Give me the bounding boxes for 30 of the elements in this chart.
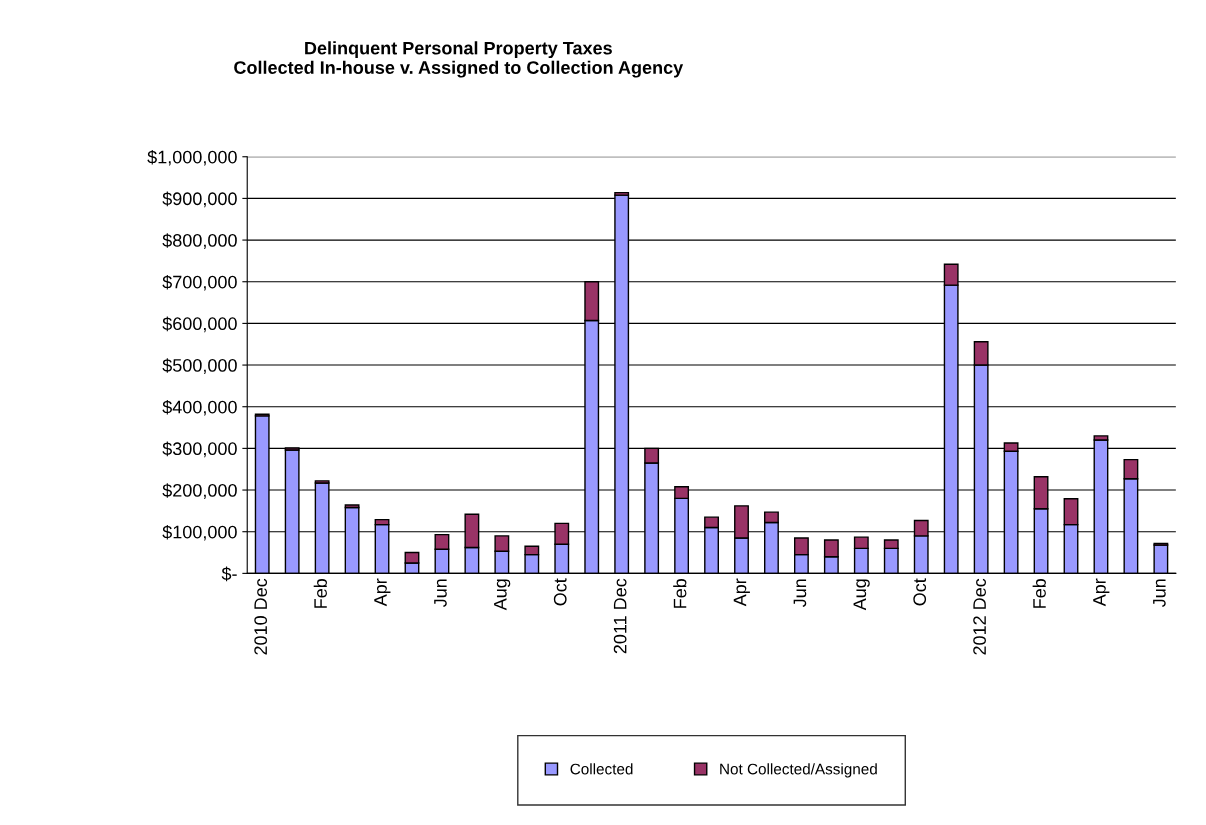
chart-title: Delinquent Personal Property Taxes Collected In-house v. Assigned to Collection Agency [234,41,684,78]
y-tick-label: $500,000 [162,358,237,374]
x-tick-label: Apr [374,578,391,607]
x-tick-label: Feb [1032,578,1046,608]
x-tick-label: 2012 Dec [973,578,986,655]
x-tick-label: Apr [733,578,750,607]
x-tick-label: Aug [853,579,870,611]
x-tick-label: 2010 Dec [254,578,268,655]
y-tick-label: $1,000,000 [147,149,237,166]
x-tick-label: Oct [913,578,927,606]
x-tick-label: Oct [553,578,567,606]
y-tick-label: $900,000 [162,191,237,208]
y-tick-label: $700,000 [162,274,237,291]
x-tick-label: 2011 Dec [613,578,627,654]
y-tick-label: $- [221,566,237,582]
y-tick-label: $600,000 [162,316,237,333]
y-tick-label: $800,000 [162,233,237,249]
x-tick-label: Apr [1093,578,1110,607]
y-tick-label: $100,000 [162,524,237,541]
x-tick-label: Jun [793,579,807,608]
x-tick-label: Jun [1153,579,1166,608]
x-tick-label: Feb [313,578,327,608]
y-tick-label: $200,000 [162,483,237,499]
y-tick-label: $300,000 [162,441,237,458]
x-tick-label: Aug [494,579,511,611]
legend-label: Not Collected/Assigned [720,763,877,778]
x-tick-label: Jun [434,579,447,608]
legend-label: Collected [570,763,633,775]
y-tick-label: $400,000 [162,399,237,416]
x-tick-label: Feb [673,578,687,608]
